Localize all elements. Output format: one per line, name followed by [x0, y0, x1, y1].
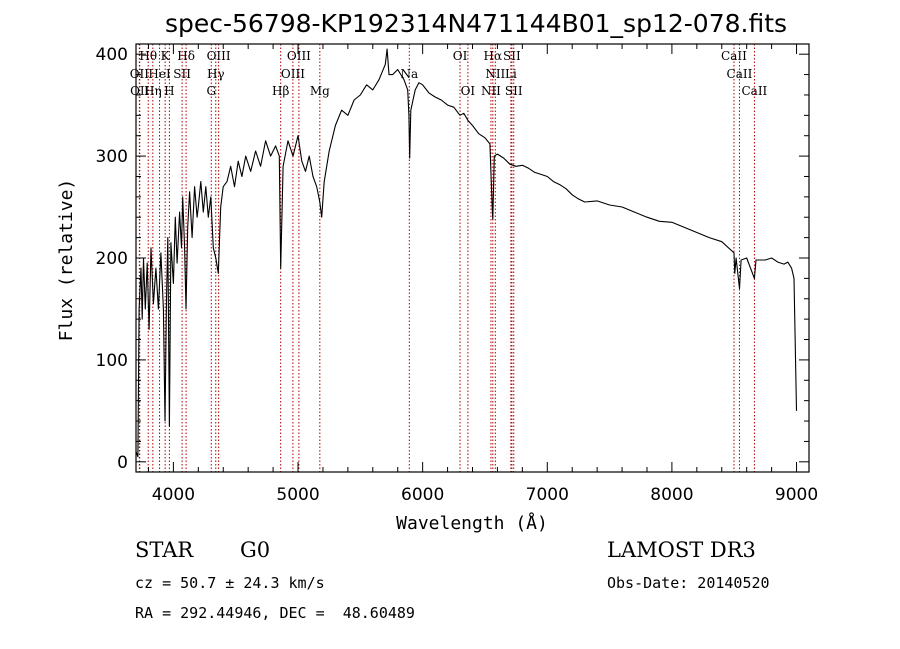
- y-tick-label-300: 300: [96, 147, 128, 167]
- y-axis-label: Flux (relative): [56, 179, 77, 342]
- line-marker-label-11: SII: [173, 67, 191, 81]
- y-axis: 0 100 200 300 400: [96, 45, 809, 473]
- redshift-velocity: cz = 50.7 ± 24.3 km/s: [135, 574, 325, 592]
- line-marker-label-10: HeI: [148, 67, 171, 81]
- y-tick-label-0: 0: [117, 453, 128, 473]
- line-marker-label-27: CaII: [741, 84, 767, 98]
- object-subclass: G0: [240, 538, 271, 562]
- line-marker-label-8: CaII: [721, 49, 747, 63]
- x-tick-label-4000: 4000: [152, 485, 195, 505]
- line-marker-label-15: NII: [485, 67, 505, 81]
- line-marker-label-14: Na: [400, 67, 418, 81]
- line-marker-label-24: OI: [461, 84, 476, 98]
- y-tick-label-100: 100: [96, 351, 128, 371]
- line-marker-label-4: OIII: [287, 49, 311, 63]
- line-marker-label-18: OII: [130, 84, 150, 98]
- y-tick-label-200: 200: [96, 249, 128, 269]
- line-marker-label-9: OII: [130, 67, 150, 81]
- observation-date: Obs-Date: 20140520: [607, 574, 770, 592]
- x-axis-label: Wavelength (Å): [396, 512, 548, 534]
- x-tick-label-5000: 5000: [276, 485, 319, 505]
- line-marker-label-7: SII: [503, 49, 521, 63]
- survey-name: LAMOST DR3: [607, 538, 756, 562]
- spectrum-series: [135, 48, 798, 458]
- line-marker-label-20: H: [164, 84, 174, 98]
- line-marker-label-0: Hθ: [139, 49, 157, 63]
- line-marker-label-22: Hβ: [272, 84, 289, 98]
- sky-coordinates: RA = 292.44946, DEC = 48.60489: [135, 604, 415, 622]
- x-tick-label-6000: 6000: [401, 485, 444, 505]
- line-marker-label-21: G: [206, 84, 216, 98]
- line-marker-label-1: K: [161, 49, 171, 63]
- line-marker-label-16: Li: [505, 67, 517, 81]
- chart-title: spec-56798-KP192314N471144B01_sp12-078.f…: [165, 9, 787, 38]
- line-marker-label-13: OIII: [281, 67, 305, 81]
- line-marker-label-19: Hη: [144, 84, 162, 98]
- line-marker-label-26: SII: [505, 84, 523, 98]
- x-axis: 4000 5000 6000 7000 8000 9000: [147, 44, 818, 505]
- line-marker-label-23: Mg: [310, 84, 330, 98]
- line-marker-label-17: CaII: [727, 67, 753, 81]
- line-marker-label-6: Hα: [484, 49, 503, 63]
- plot-frame: [135, 43, 810, 473]
- x-tick-label-9000: 9000: [775, 485, 818, 505]
- x-tick-label-8000: 8000: [650, 485, 693, 505]
- y-tick-label-400: 400: [96, 45, 128, 65]
- line-marker-label-12: Hγ: [207, 67, 225, 81]
- line-marker-label-25: NII: [481, 84, 501, 98]
- line-marker-label-3: OIII: [207, 49, 231, 63]
- series-line-flux: [135, 48, 798, 458]
- object-class: STAR: [135, 538, 194, 562]
- x-tick-label-7000: 7000: [526, 485, 569, 505]
- line-marker-label-2: Hδ: [177, 49, 195, 63]
- line-marker-label-5: OI: [453, 49, 468, 63]
